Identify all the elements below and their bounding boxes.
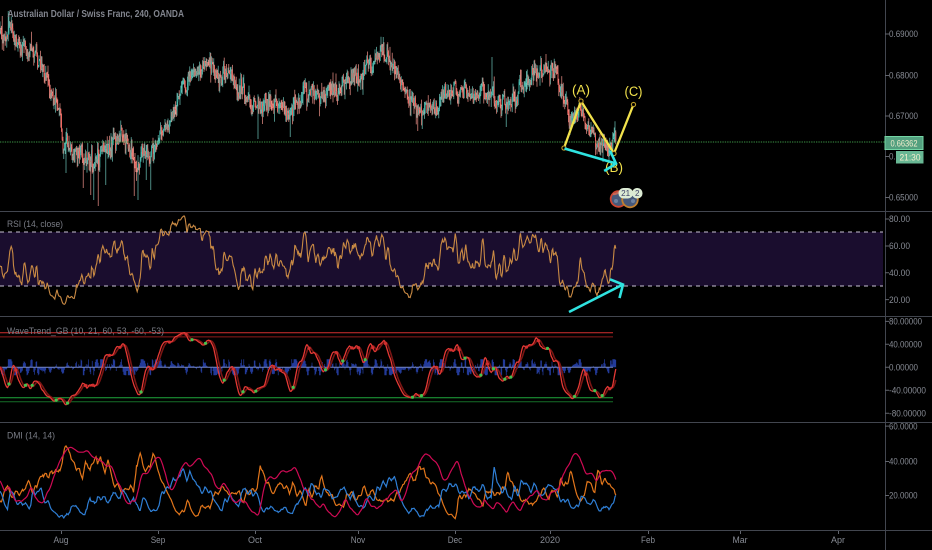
svg-text:Oct: Oct (248, 535, 262, 545)
svg-text:40.0000: 40.0000 (889, 457, 918, 467)
svg-text:0.66362: 0.66362 (891, 138, 918, 148)
svg-text:0.00000: 0.00000 (889, 363, 918, 373)
svg-text:(A): (A) (572, 83, 590, 98)
svg-text:Nov: Nov (351, 535, 366, 545)
svg-text:WaveTrend_GB (10, 21, 60, 53,: WaveTrend_GB (10, 21, 60, 53, -60, -53) (7, 326, 164, 336)
svg-text:40.00: 40.00 (889, 268, 910, 278)
svg-text:(C): (C) (625, 84, 643, 99)
svg-text:0.69000: 0.69000 (889, 29, 918, 39)
svg-text:2020: 2020 (540, 535, 560, 545)
svg-text:-40.00000: -40.00000 (889, 386, 926, 396)
svg-text:20.00: 20.00 (889, 295, 910, 305)
svg-text:RSI (14, close): RSI (14, close) (7, 219, 63, 229)
svg-text:-80.00000: -80.00000 (889, 409, 926, 419)
svg-text:40.00000: 40.00000 (889, 340, 922, 350)
svg-text:60.00: 60.00 (889, 241, 910, 251)
svg-text:Apr: Apr (831, 535, 845, 545)
svg-text:Aug: Aug (54, 535, 69, 545)
svg-text:Mar: Mar (733, 535, 748, 545)
svg-text:21: 21 (621, 189, 631, 198)
svg-text:80.00: 80.00 (889, 214, 910, 224)
svg-text:Australian Dollar / Swiss Fran: Australian Dollar / Swiss Franc, 240, OA… (8, 8, 185, 20)
svg-text:60.0000: 60.0000 (889, 421, 918, 431)
svg-text:20.0000: 20.0000 (889, 491, 918, 501)
svg-text:0.68000: 0.68000 (889, 71, 918, 81)
svg-text:21:30: 21:30 (900, 153, 921, 163)
svg-text:0.67000: 0.67000 (889, 111, 918, 121)
svg-text:80.00000: 80.00000 (889, 317, 922, 327)
svg-text:DMI (14, 14): DMI (14, 14) (7, 431, 55, 441)
svg-text:Feb: Feb (641, 535, 655, 545)
svg-text:2: 2 (635, 189, 640, 198)
svg-text:Sep: Sep (151, 535, 166, 545)
svg-text:(B): (B) (605, 160, 623, 175)
svg-text:Dec: Dec (448, 535, 463, 545)
svg-text:0.65000: 0.65000 (889, 193, 918, 203)
